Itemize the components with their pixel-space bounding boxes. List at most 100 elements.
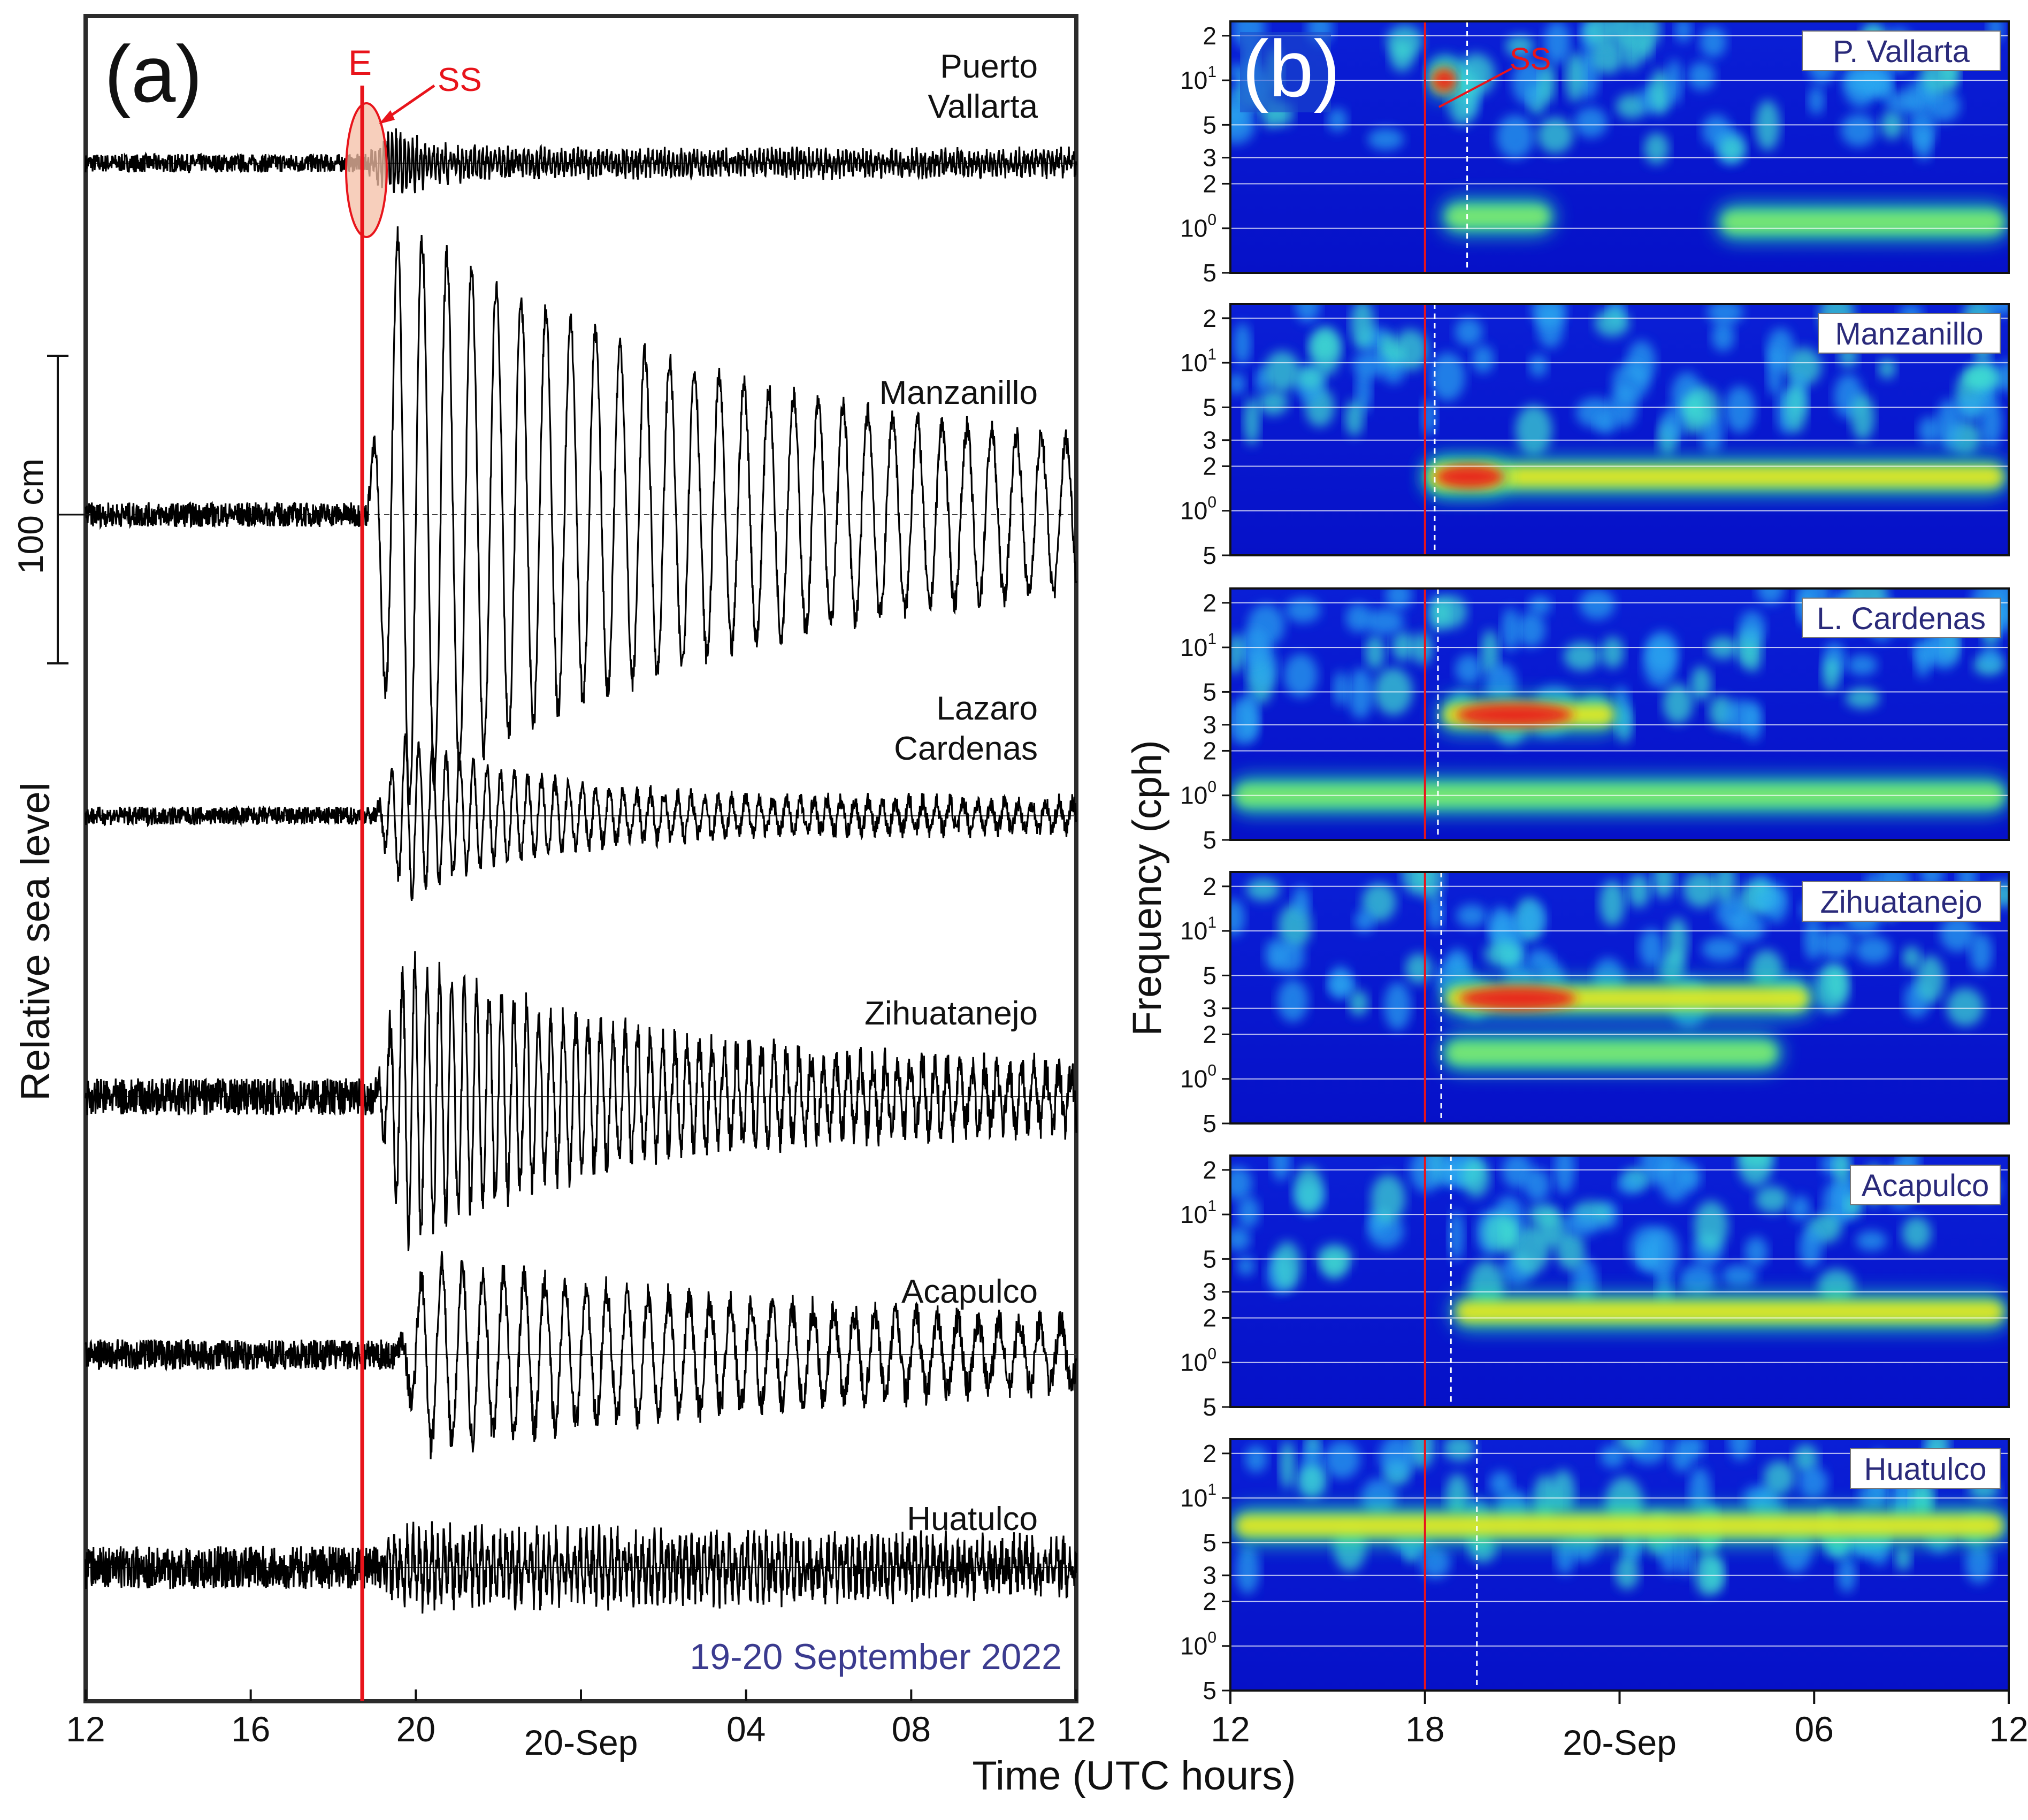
station-label-box [1802, 30, 2001, 71]
freq-tick-label: 101 [1180, 1481, 1216, 1512]
noise-blob [1918, 416, 1940, 445]
noise-blob [1719, 136, 1746, 163]
noise-blob [1244, 397, 1260, 446]
noise-blob [1264, 938, 1286, 971]
traces-group [85, 128, 1077, 1614]
noise-blob [1679, 1264, 1717, 1295]
noise-blob [1808, 86, 1824, 115]
noise-blob [1845, 687, 1880, 709]
freq-tick-label: 2 [1203, 1587, 1216, 1615]
freq-tick-label: 2 [1203, 1440, 1216, 1467]
noise-blob [1365, 608, 1404, 635]
heatmap-energy [1230, 304, 2009, 495]
noise-blob [1643, 132, 1670, 165]
noise-blob [1564, 641, 1600, 671]
x-tick-label-b: 12 [1989, 1709, 2028, 1749]
noise-blob [1789, 1195, 1811, 1221]
noise-blob [1937, 399, 1961, 449]
freq-tick-label: 5 [1203, 393, 1216, 421]
noise-blob [1234, 323, 1251, 365]
noise-blob [1671, 1439, 1694, 1472]
noise-blob [1555, 1536, 1575, 1575]
freq-tick-label: 5 [1203, 961, 1216, 989]
freq-tick-label: 100 [1180, 1062, 1216, 1093]
freq-tick-label: 100 [1180, 211, 1216, 242]
noise-blob [1755, 1186, 1789, 1213]
noise-blob [1822, 657, 1840, 692]
noise-blob [1505, 35, 1534, 57]
freq-tick-label: 2 [1203, 304, 1216, 332]
noise-blob [1895, 1546, 1911, 1571]
noise-blob [1246, 878, 1280, 901]
noise-blob [1501, 607, 1520, 652]
noise-blob [1484, 941, 1523, 967]
y-axis-title-b: Frequency (cph) [1124, 740, 1170, 1036]
freq-tick-label: 3 [1203, 711, 1216, 739]
station-label-box [1850, 1165, 2001, 1205]
noise-blob [1297, 365, 1325, 391]
freq-tick-label: 2 [1203, 589, 1216, 617]
station-label-box [1802, 881, 2001, 922]
freq-tick-label: 5 [1203, 1245, 1216, 1273]
noise-blob [1728, 1439, 1752, 1460]
noise-blob [1583, 21, 1617, 46]
noise-blob [1753, 889, 1783, 910]
noise-blob [1803, 919, 1823, 961]
freq-tick-label: 2 [1203, 22, 1216, 50]
noise-blob [1995, 361, 2009, 393]
x-tick-label-b: 12 [1211, 1709, 1250, 1749]
noise-blob [1489, 1471, 1512, 1496]
x-tick-label: 16 [231, 1709, 270, 1749]
noise-blob [1235, 1545, 1260, 1594]
noise-blob [1981, 304, 2009, 316]
heatmap-frame [1229, 1154, 2010, 1408]
noise-blob [1365, 635, 1385, 670]
station-label-box [1802, 598, 2001, 638]
noise-blob [1356, 368, 1372, 414]
noise-blob [1970, 932, 1993, 973]
noise-blob [1272, 1156, 1291, 1181]
freq-tick-label: 101 [1180, 1197, 1216, 1228]
noise-blob [1327, 108, 1348, 132]
noise-blob [1722, 699, 1758, 733]
noise-blob [1367, 128, 1404, 150]
noise-blob [1462, 1157, 1490, 1198]
freq-tick-label: 101 [1180, 630, 1216, 661]
station-label: Vallarta [928, 88, 1038, 125]
noise-blob [1967, 363, 1994, 387]
noise-blob [1361, 1478, 1397, 1517]
seismic-signal-label-a: SS [438, 62, 482, 98]
noise-blob [1965, 1544, 1993, 1584]
sea-level-trace [85, 226, 1077, 805]
noise-blob [1915, 645, 1931, 678]
noise-blob [1472, 345, 1494, 373]
x-axis-b: 12 18 20-Sep 06 12 [1211, 1691, 2028, 1762]
noise-blob [1427, 895, 1444, 930]
noise-blob [1916, 127, 1932, 161]
energy-band-mid [1430, 465, 2003, 487]
x-tick-label: 20 [396, 1709, 435, 1749]
noise-blob [1680, 1164, 1702, 1190]
noise-blob [1295, 304, 1320, 323]
noise-blob [1574, 107, 1608, 138]
noise-blob [1841, 113, 1877, 147]
seismic-signal-label-b: SS [1510, 42, 1551, 77]
noise-blob [1767, 346, 1783, 396]
noise-blob [1744, 1236, 1768, 1267]
event-label: E [348, 43, 372, 82]
noise-blob [1283, 653, 1318, 698]
noise-blob [1273, 1241, 1302, 1291]
noise-blob [1230, 633, 1243, 675]
noise-blob [1565, 52, 1584, 103]
freq-tick-label: 2 [1203, 737, 1216, 764]
energy-band-mid [1456, 1301, 2003, 1322]
date-range: 19-20 September 2022 [690, 1637, 1062, 1677]
noise-blob [1410, 1156, 1443, 1192]
noise-blob [1851, 394, 1875, 441]
freq-tick-label: 3 [1203, 426, 1216, 454]
noise-blob [1537, 117, 1573, 154]
station-label-box [1818, 313, 2001, 354]
